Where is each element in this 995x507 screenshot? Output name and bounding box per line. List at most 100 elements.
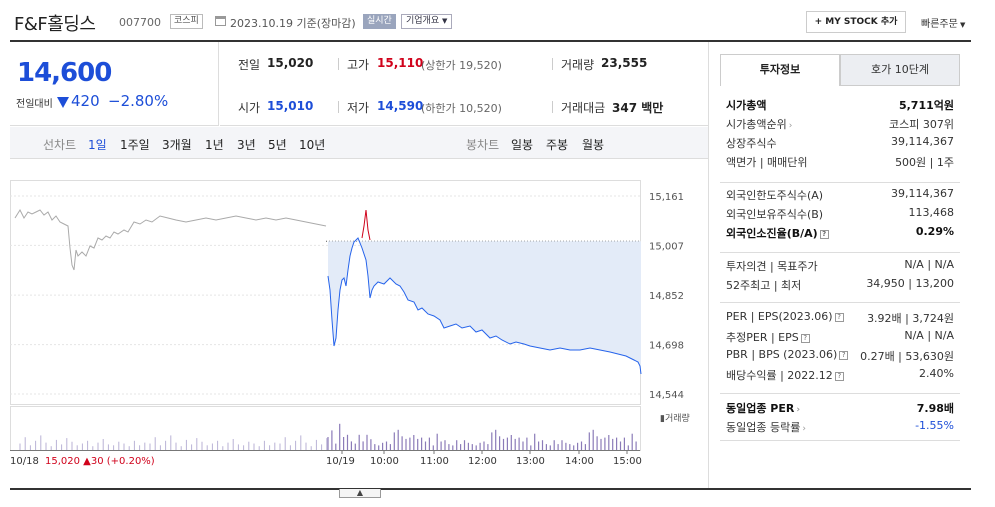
- market-badge: 코스피: [170, 14, 203, 29]
- amount-value: 347 백만: [612, 101, 664, 115]
- period-3y[interactable]: 3년: [237, 138, 256, 152]
- info-label: 외국인보유주식수(B): [726, 208, 824, 221]
- help-icon[interactable]: ?: [834, 312, 844, 322]
- help-icon[interactable]: ?: [800, 333, 810, 343]
- stats-box: [220, 42, 708, 126]
- period-1y[interactable]: 1년: [205, 138, 224, 152]
- info-row: 외국인한도주식수(A) 39,114,367: [726, 187, 954, 206]
- divider: [338, 58, 339, 70]
- info-label: PBR | BPS (2023.06)?: [726, 348, 849, 361]
- info-row: 액면가 | 매매단위 500원 | 1주: [726, 154, 954, 173]
- panel-border: [708, 42, 709, 488]
- x-tick-label: 11:00: [420, 456, 449, 467]
- info-value: 0.29%: [915, 225, 954, 238]
- period-1w[interactable]: 1주일: [120, 138, 150, 152]
- candle-monthly[interactable]: 월봉: [582, 138, 605, 152]
- info-value: 3.92배 | 3,724원: [867, 312, 954, 325]
- help-icon[interactable]: ?: [839, 350, 849, 360]
- info-row: PBR | BPS (2023.06)? 0.27배 | 53,630원: [726, 348, 954, 367]
- lower-limit: (하한가 10,520): [421, 102, 502, 115]
- panel-divider: [720, 302, 960, 303]
- info-label: 투자의견 | 목표주가: [726, 260, 818, 273]
- corp-info-dropdown[interactable]: 기업개요 ▼: [401, 14, 453, 29]
- info-value: 2.40%: [919, 367, 954, 380]
- info-row[interactable]: 동일업종 PER › 7.98배: [726, 400, 954, 419]
- info-label: 52주최고 | 최저: [726, 279, 802, 292]
- volume-value: 23,555: [601, 56, 648, 70]
- info-row: 시가총액 5,711억원: [726, 97, 954, 116]
- info-value: -1.55%: [915, 419, 954, 432]
- base-date: 2023.10.19 기준(장마감): [230, 17, 356, 30]
- x-tick-label: 10/19: [326, 456, 355, 467]
- open-value: 15,010: [267, 99, 314, 113]
- x-tick-label: 15:00: [613, 456, 642, 467]
- y-tick-label: 15,161: [649, 192, 684, 203]
- panel-divider: [720, 393, 960, 394]
- bottom-divider: [10, 488, 971, 490]
- info-row: 외국인보유주식수(B) 113,468: [726, 206, 954, 225]
- price-box: [10, 42, 219, 126]
- help-icon[interactable]: ?: [819, 229, 829, 239]
- info-label: 외국인한도주식수(A): [726, 189, 824, 202]
- info-row[interactable]: 동일업종 등락률 › -1.55%: [726, 419, 954, 438]
- info-label: 시가총액: [726, 99, 767, 112]
- info-label: PER | EPS(2023.06)?: [726, 310, 844, 323]
- y-tick-label: 15,007: [649, 241, 684, 252]
- period-bar: [10, 127, 708, 159]
- high-label: 고가: [347, 58, 370, 72]
- realtime-button[interactable]: 실시간: [363, 14, 396, 29]
- x-tick-label: 10/18: [10, 456, 39, 467]
- info-row: 추정PER | EPS? N/A | N/A: [726, 329, 954, 348]
- stock-code: 007700: [119, 16, 161, 29]
- info-label: 배당수익률 | 2022.12?: [726, 367, 844, 383]
- quick-order-dropdown[interactable]: 빠른주문 ▼: [921, 15, 965, 30]
- tab-orderbook[interactable]: 호가 10단계: [840, 54, 960, 86]
- down-arrow-icon: [57, 97, 69, 108]
- add-mystock-button[interactable]: + MY STOCK 추가: [806, 11, 906, 33]
- info-value: 113,468: [908, 206, 955, 219]
- today-price-line: [327, 237, 642, 375]
- open-label: 시가: [238, 101, 261, 115]
- collapse-button[interactable]: ▲: [339, 489, 381, 498]
- candle-daily[interactable]: 일봉: [511, 138, 534, 152]
- upper-limit: (상한가 19,520): [421, 59, 502, 72]
- volume-plot-frame: [10, 406, 641, 451]
- line-chart-label: 선차트: [43, 138, 77, 152]
- volume-legend: ▮거래량: [660, 412, 690, 424]
- top-divider: [10, 40, 971, 42]
- chevron-up-icon: ▲: [356, 488, 364, 497]
- info-row: 투자의견 | 목표주가 N/A | N/A: [726, 258, 954, 277]
- info-row: 외국인소진율(B/A)? 0.29%: [726, 225, 954, 244]
- prev-day-line: [14, 208, 327, 271]
- info-value: 39,114,367: [891, 135, 954, 148]
- amount-label: 거래대금: [561, 101, 606, 115]
- help-icon[interactable]: ?: [834, 371, 844, 381]
- tab-invest-info[interactable]: 투자정보: [720, 54, 840, 86]
- corp-info-label: 기업개요: [406, 16, 440, 26]
- period-3m[interactable]: 3개월: [162, 138, 192, 152]
- volume-label: 거래량: [561, 58, 595, 72]
- change-label: 전일대비: [16, 99, 53, 110]
- today-up-segment: [361, 209, 371, 241]
- change-percent: −2.80%: [108, 92, 169, 110]
- period-5y[interactable]: 5년: [268, 138, 287, 152]
- chevron-right-icon: ›: [802, 424, 806, 434]
- info-row[interactable]: 시가총액순위 › 코스피 307위: [726, 116, 954, 135]
- info-label: 외국인소진율(B/A)?: [726, 225, 829, 241]
- candle-weekly[interactable]: 주봉: [546, 138, 569, 152]
- chevron-down-icon: ▼: [957, 21, 966, 29]
- chevron-right-icon: ›: [796, 405, 801, 415]
- prev-value: 15,020: [267, 56, 314, 70]
- info-label: 동일업종 PER ›: [726, 402, 801, 415]
- high-value: 15,110: [377, 56, 424, 70]
- info-row: 배당수익률 | 2022.12? 2.40%: [726, 367, 954, 386]
- period-1d[interactable]: 1일: [88, 138, 107, 152]
- info-value: N/A | N/A: [904, 329, 954, 342]
- period-10y[interactable]: 10년: [299, 138, 326, 152]
- today-area-fill: [328, 238, 641, 374]
- low-label: 저가: [347, 101, 370, 115]
- quick-order-label: 빠른주문: [921, 19, 958, 30]
- candle-chart-label: 봉차트: [466, 138, 500, 152]
- panel-divider: [720, 182, 960, 183]
- x-tick-label: 10:00: [370, 456, 399, 467]
